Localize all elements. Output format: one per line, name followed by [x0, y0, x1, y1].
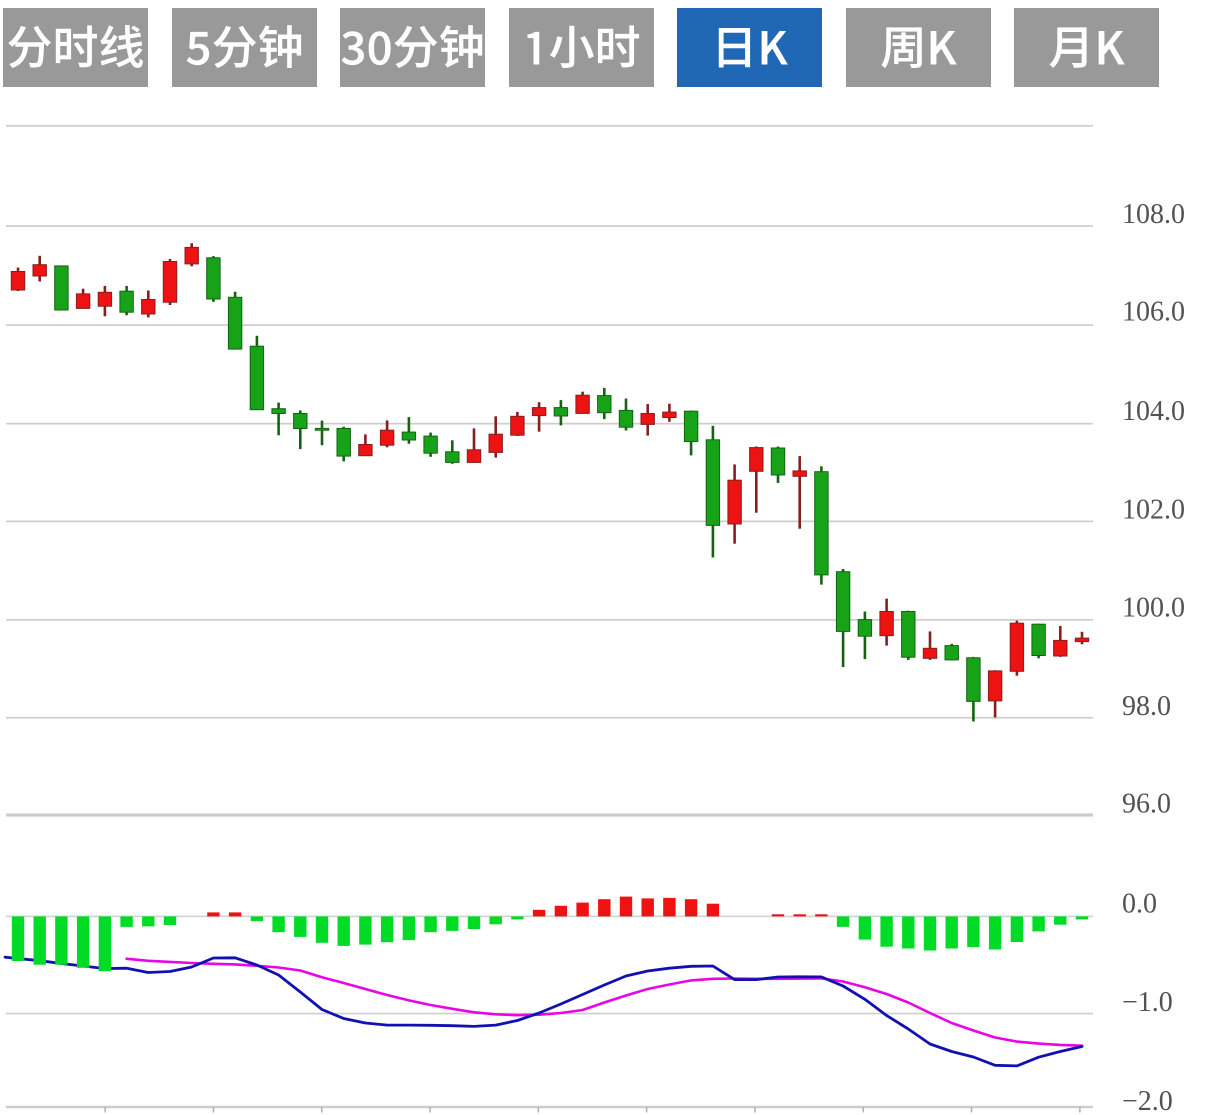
svg-text:100.0: 100.0: [1122, 593, 1185, 624]
svg-text:102.0: 102.0: [1122, 495, 1185, 526]
svg-text:−2.0: −2.0: [1122, 1086, 1173, 1115]
svg-text:0.0: 0.0: [1122, 889, 1157, 920]
svg-text:98.0: 98.0: [1122, 691, 1171, 722]
svg-text:−1.0: −1.0: [1122, 987, 1173, 1018]
svg-text:96.0: 96.0: [1122, 788, 1171, 819]
svg-text:104.0: 104.0: [1122, 396, 1185, 427]
svg-text:106.0: 106.0: [1122, 297, 1185, 328]
svg-text:108.0: 108.0: [1122, 199, 1185, 230]
